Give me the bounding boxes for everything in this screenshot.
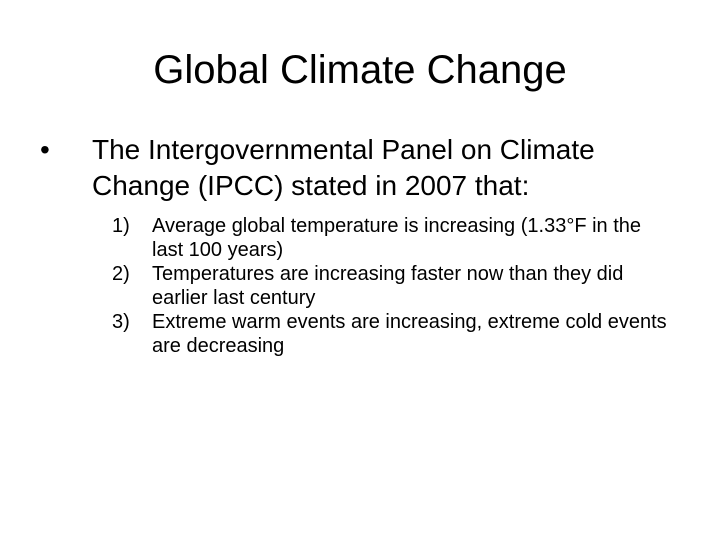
- list-item: 1) Average global temperature is increas…: [112, 214, 672, 262]
- slide-title: Global Climate Change: [153, 48, 567, 92]
- list-item-number: 1): [112, 215, 130, 237]
- list-item-number: 2): [112, 263, 130, 285]
- list-item: 2) Temperatures are increasing faster no…: [112, 262, 672, 310]
- list-item-text: Temperatures are increasing faster now t…: [152, 263, 624, 309]
- list-item-text: Average global temperature is increasing…: [152, 215, 642, 261]
- numbered-list: 1) Average global temperature is increas…: [112, 214, 672, 358]
- bullet-text: The Intergovernmental Panel on Climate C…: [92, 134, 595, 201]
- list-item-text: Extreme warm events are increasing, extr…: [152, 311, 667, 357]
- list-item: 3) Extreme warm events are increasing, e…: [112, 310, 672, 358]
- bullet-marker: •: [40, 134, 50, 165]
- list-item-number: 3): [112, 311, 130, 333]
